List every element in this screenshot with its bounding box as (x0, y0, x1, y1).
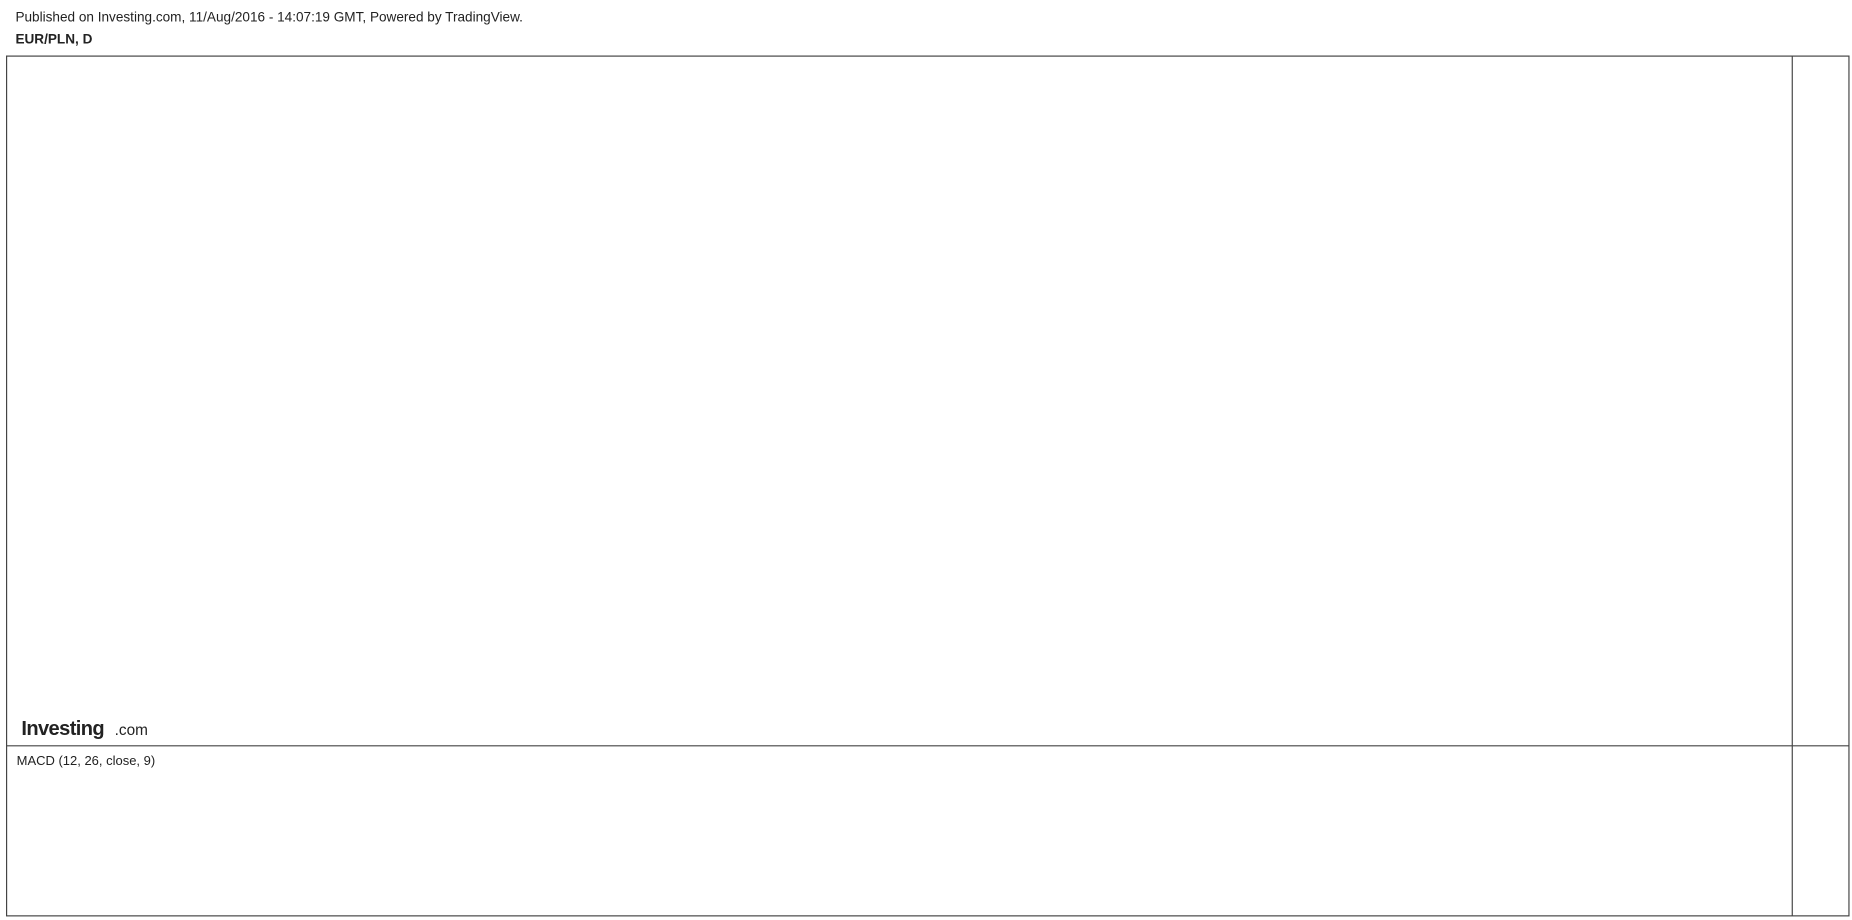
logo-brand: Investing (21, 718, 104, 740)
logo-suffix: .com (115, 722, 148, 739)
published-note: Published on Investing.com, 11/Aug/2016 … (15, 9, 522, 24)
frame (6, 55, 1850, 917)
symbol: EUR/PLN, D (15, 32, 92, 47)
macd-legend: MACD (12, 26, close, 9) (17, 753, 156, 768)
